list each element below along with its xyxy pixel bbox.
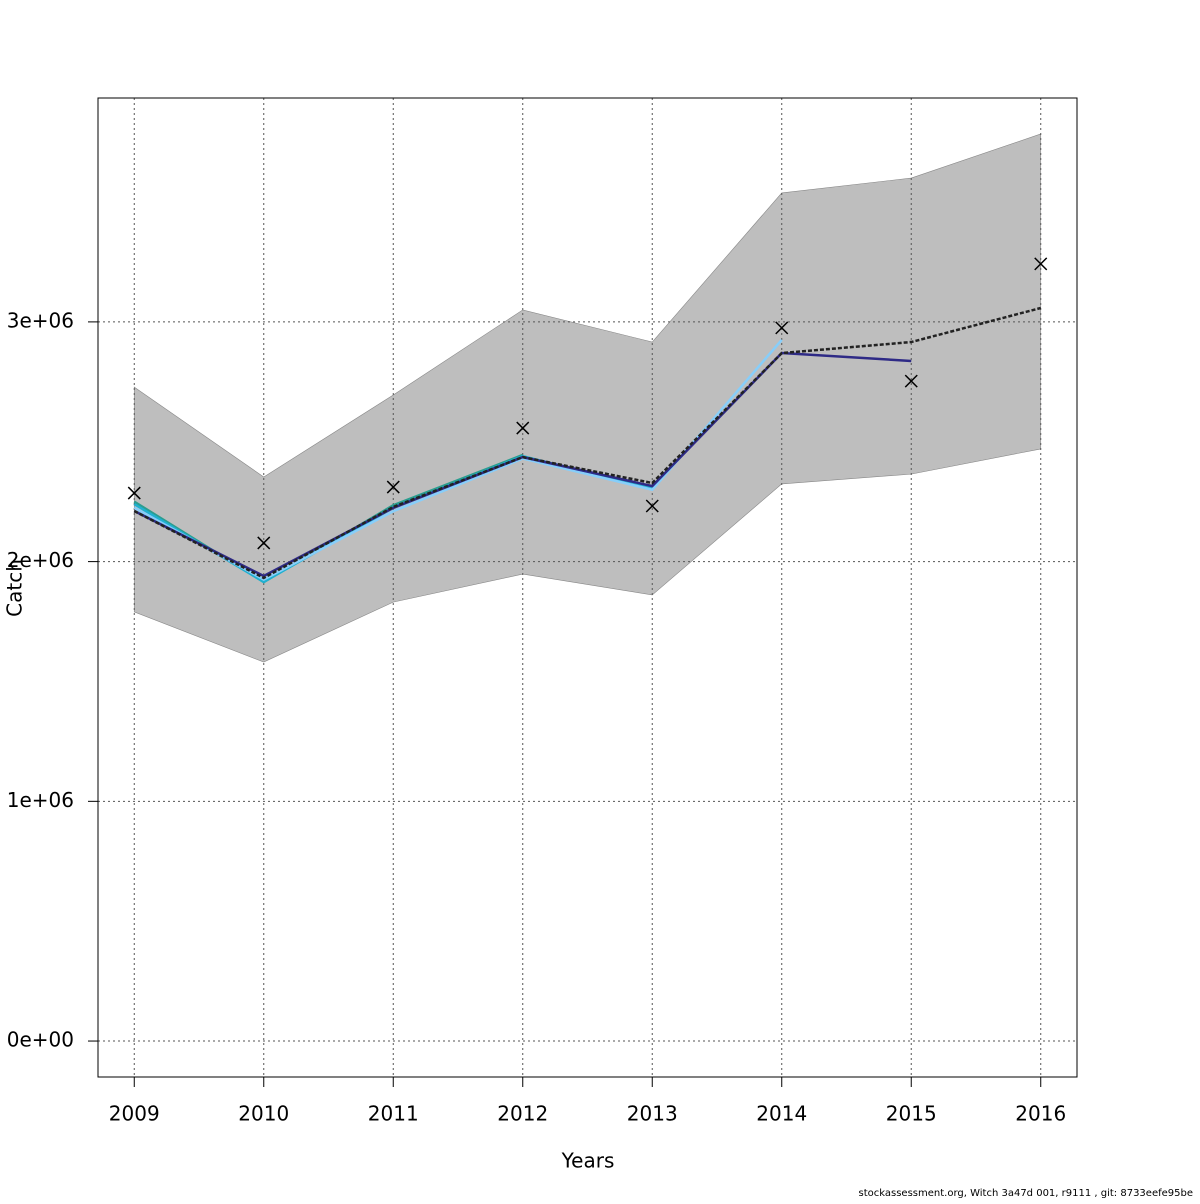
y-tick-label: 2e+06 [7, 548, 74, 572]
x-tick-label: 2011 [368, 1102, 419, 1126]
x-tick-label: 2010 [238, 1102, 289, 1126]
footer: stockassessment.org, Witch 3a47d 001, r9… [859, 1188, 1193, 1199]
observation [775, 321, 789, 335]
y-axis-label: Catch [3, 559, 27, 617]
observation [257, 536, 271, 550]
observation [386, 480, 400, 494]
x-tick-label: 2013 [627, 1102, 678, 1126]
observation [516, 421, 530, 435]
observation [645, 499, 659, 513]
x-tick-label: 2009 [109, 1102, 160, 1126]
x-axis-label: Years [561, 1149, 615, 1173]
y-tick-label: 0e+00 [7, 1028, 74, 1052]
fit-line [133, 306, 1042, 580]
observation [904, 374, 918, 388]
confidence-band [133, 133, 1042, 663]
x-tick-label: 2016 [1015, 1102, 1066, 1126]
x-tick-label: 2015 [886, 1102, 937, 1126]
observation [127, 486, 141, 500]
x-tick-label: 2012 [497, 1102, 548, 1126]
y-tick-label: 3e+06 [7, 308, 74, 332]
plot-frame [97, 97, 1078, 1078]
y-tick-label: 1e+06 [7, 788, 74, 812]
x-tick-label: 2014 [756, 1102, 807, 1126]
observation [1034, 257, 1048, 271]
